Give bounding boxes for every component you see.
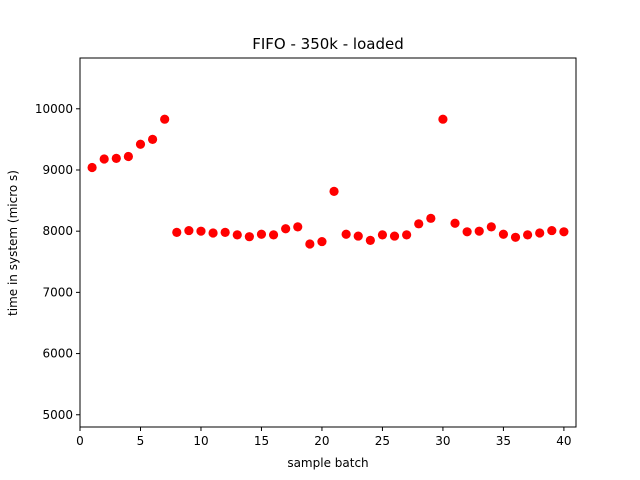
data-point [268,230,279,240]
y-tick-label: 10000 [35,102,73,116]
x-tick-label: 5 [137,434,145,448]
y-tick-label: 7000 [42,285,73,299]
data-point [377,230,388,240]
data-point [341,229,351,239]
x-tick-label: 40 [556,434,571,448]
data-point [281,224,291,234]
data-point [293,222,303,232]
data-point [123,151,133,162]
data-point [523,230,533,240]
data-point [510,232,521,242]
data-point [547,225,557,236]
data-point [99,154,109,164]
data-point [196,226,206,236]
data-point [232,230,242,240]
data-point [256,229,267,239]
chart-title: FIFO - 350k - loaded [252,35,404,53]
data-point [208,228,218,238]
data-point [535,228,545,238]
data-point [353,231,363,241]
x-tick-label: 25 [375,434,390,448]
data-point [317,236,327,247]
data-point [87,162,97,173]
data-point [160,114,170,124]
y-axis-label: time in system (micro s) [6,170,20,316]
data-point [305,239,315,249]
plot-frame [79,57,577,428]
data-point [402,230,412,240]
data-point [329,186,339,197]
x-tick-label: 0 [76,434,84,448]
data-point [414,219,424,229]
data-point [438,114,448,124]
data-point [172,227,182,238]
x-axis-label: sample batch [287,456,368,470]
x-tick-label: 10 [193,434,208,448]
x-tick-label: 20 [314,434,329,448]
y-tick-label: 9000 [42,163,73,177]
y-tick-label: 6000 [42,347,73,361]
data-point [486,222,496,232]
data-point [462,227,472,237]
data-point [450,218,460,228]
x-tick-label: 35 [496,434,511,448]
data-point [147,134,158,144]
data-point [135,139,146,149]
y-tick-label: 8000 [42,224,73,238]
data-point [184,225,194,236]
x-tick-label: 30 [435,434,450,448]
y-tick-label: 5000 [42,408,73,422]
data-point [244,232,254,242]
x-tick-label: 15 [254,434,269,448]
data-point [111,153,121,163]
data-point [365,235,375,245]
data-point [426,213,436,223]
data-point [498,229,509,239]
data-point [474,226,484,236]
data-point [559,227,569,237]
data-point [389,231,400,241]
data-point [220,227,230,238]
plot-area: 0 5 10 15 20 25 30 35 40 5000 6000 7000 8000 9000 1000… [35,57,577,448]
